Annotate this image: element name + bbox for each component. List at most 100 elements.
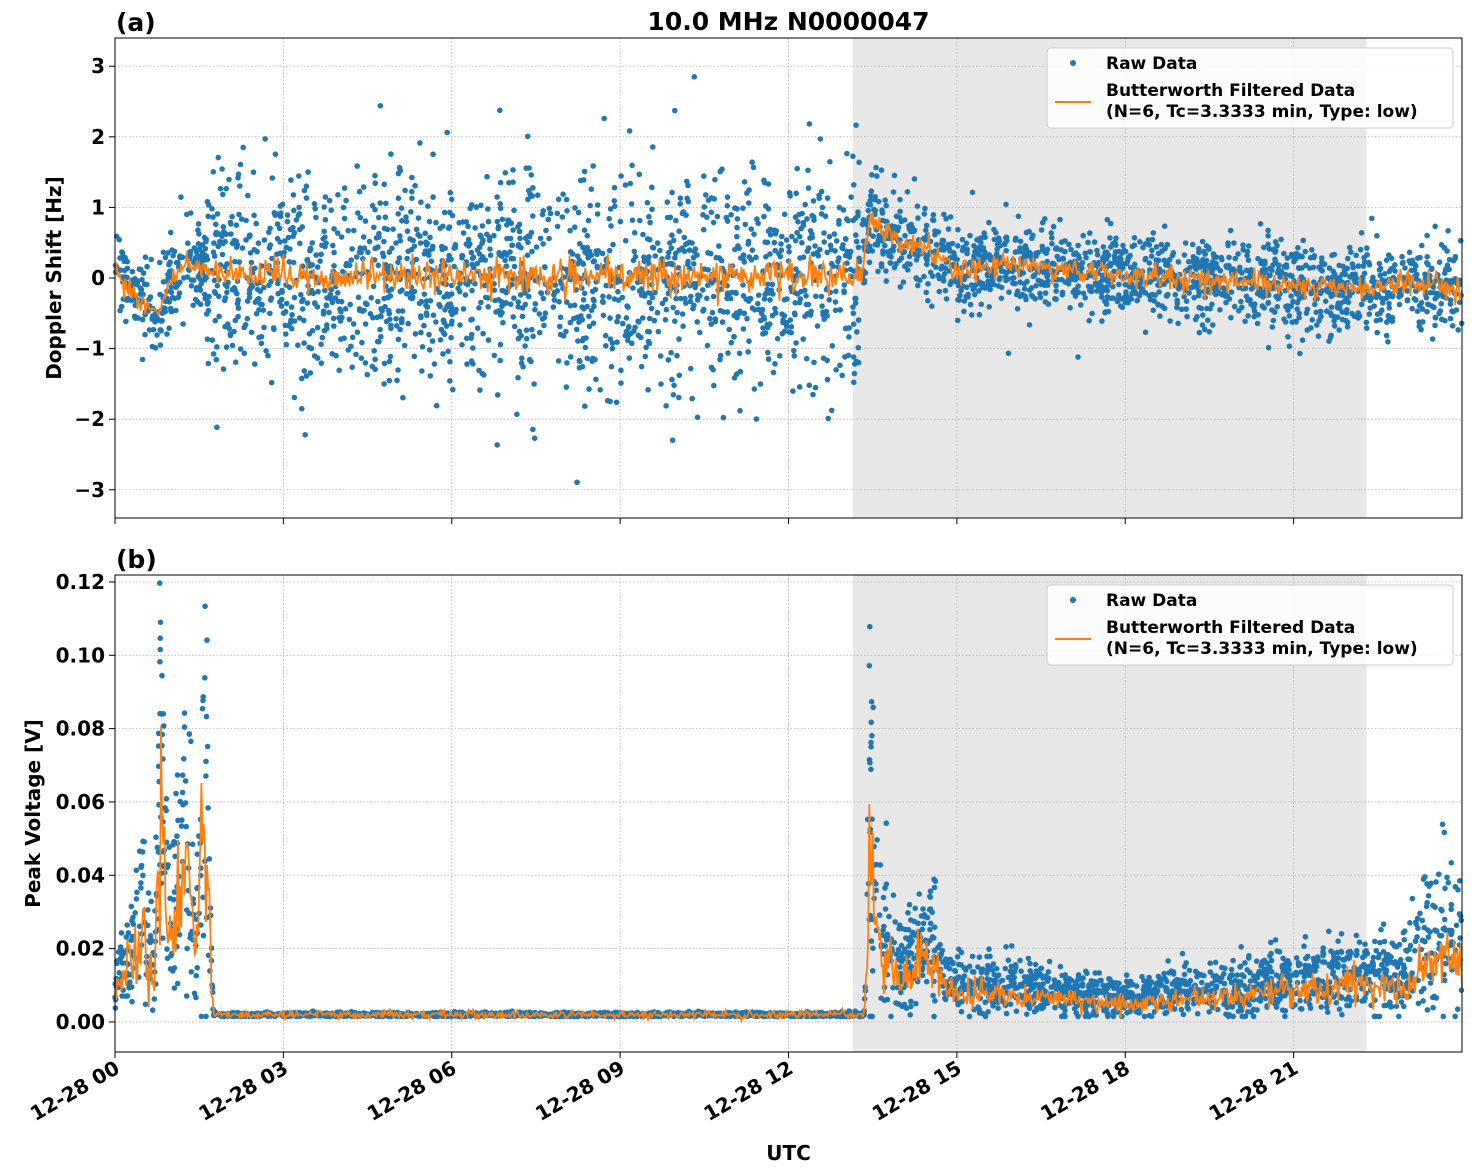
raw-data-point: [820, 312, 826, 318]
raw-data-point: [1297, 350, 1303, 357]
raw-data-point: [1022, 293, 1028, 300]
raw-data-point: [399, 218, 405, 224]
raw-data-point: [418, 329, 424, 336]
raw-data-point: [1351, 277, 1357, 283]
raw-data-point: [545, 216, 552, 223]
raw-data-point: [1318, 313, 1324, 320]
raw-data-point: [1196, 292, 1202, 299]
raw-data-point: [372, 356, 378, 363]
raw-data-point: [555, 196, 562, 203]
raw-data-point: [547, 210, 554, 217]
raw-data-point: [162, 254, 169, 261]
raw-data-point: [788, 324, 795, 330]
raw-data-point: [330, 315, 337, 322]
raw-data-point: [204, 743, 211, 750]
raw-data-point: [623, 328, 630, 335]
raw-data-point: [158, 318, 165, 324]
raw-data-point: [772, 305, 778, 312]
raw-data-point: [1044, 281, 1051, 288]
raw-data-point: [1281, 316, 1287, 323]
raw-data-point: [546, 235, 552, 242]
raw-data-point: [209, 337, 216, 343]
raw-data-point: [607, 206, 614, 212]
raw-data-point: [811, 217, 817, 223]
raw-data-point: [1296, 314, 1302, 321]
raw-data-point: [1026, 322, 1033, 328]
raw-data-point: [528, 229, 535, 236]
raw-data-point: [158, 328, 164, 334]
raw-data-point: [736, 350, 743, 357]
raw-data-point: [163, 796, 170, 802]
raw-data-point: [1415, 255, 1421, 261]
raw-data-point: [1268, 939, 1274, 946]
raw-data-point: [969, 312, 975, 318]
raw-data-point: [1029, 235, 1035, 242]
raw-data-point: [611, 296, 618, 302]
raw-data-point: [1062, 238, 1068, 244]
raw-data-point: [168, 284, 175, 291]
raw-data-point: [850, 354, 857, 360]
raw-data-point: [401, 342, 408, 349]
raw-data-point: [323, 303, 330, 309]
raw-data-point: [421, 322, 427, 329]
raw-data-point: [654, 240, 661, 246]
raw-data-point: [664, 214, 671, 221]
raw-data-point: [612, 203, 618, 210]
raw-data-point: [1437, 308, 1444, 314]
raw-data-point: [543, 227, 549, 234]
raw-data-point: [1301, 943, 1307, 949]
raw-data-point: [465, 223, 471, 230]
raw-data-point: [511, 295, 517, 301]
raw-data-point: [1065, 281, 1072, 287]
raw-data-point: [389, 245, 395, 252]
raw-data-point: [173, 790, 179, 797]
raw-data-point: [760, 325, 766, 331]
raw-data-point: [535, 192, 541, 198]
raw-data-point: [334, 230, 341, 236]
raw-data-point: [465, 236, 472, 243]
raw-data-point: [427, 373, 434, 379]
raw-data-point: [526, 187, 532, 194]
raw-data-point: [941, 270, 948, 277]
raw-data-point: [1147, 296, 1154, 303]
raw-data-point: [321, 204, 328, 210]
raw-data-point: [1050, 223, 1057, 230]
raw-data-point: [460, 230, 467, 236]
raw-data-point: [893, 213, 900, 219]
raw-data-point: [1409, 305, 1415, 312]
raw-data-point: [750, 164, 757, 171]
raw-data-point: [402, 187, 408, 194]
raw-data-point: [331, 249, 337, 256]
raw-data-point: [1107, 220, 1114, 227]
raw-data-point: [1423, 903, 1430, 910]
raw-data-point: [1285, 305, 1291, 312]
raw-data-point: [662, 296, 669, 303]
raw-data-point: [580, 261, 587, 267]
y-tick-label: 0.06: [56, 790, 105, 814]
raw-data-point: [467, 205, 473, 212]
raw-data-point: [754, 216, 760, 222]
raw-data-point: [532, 306, 538, 313]
raw-data-point: [898, 942, 905, 949]
raw-data-point: [795, 219, 801, 225]
raw-data-point: [343, 197, 349, 204]
raw-data-point: [669, 376, 675, 383]
raw-data-point: [515, 299, 522, 305]
raw-data-point: [655, 328, 662, 335]
raw-data-point: [1098, 283, 1105, 290]
raw-data-point: [485, 206, 491, 212]
raw-data-point: [262, 136, 269, 142]
raw-data-point: [415, 215, 422, 221]
raw-data-point: [819, 303, 825, 309]
raw-data-point: [1448, 901, 1455, 908]
raw-data-point: [563, 384, 570, 390]
raw-data-point: [518, 332, 524, 339]
raw-data-point: [1401, 937, 1408, 943]
raw-data-point: [1423, 295, 1430, 301]
raw-data-point: [791, 353, 798, 359]
raw-data-point: [976, 288, 982, 294]
raw-data-point: [570, 251, 576, 257]
raw-data-point: [394, 323, 400, 329]
raw-data-point: [1377, 265, 1384, 272]
raw-data-point: [883, 278, 890, 284]
